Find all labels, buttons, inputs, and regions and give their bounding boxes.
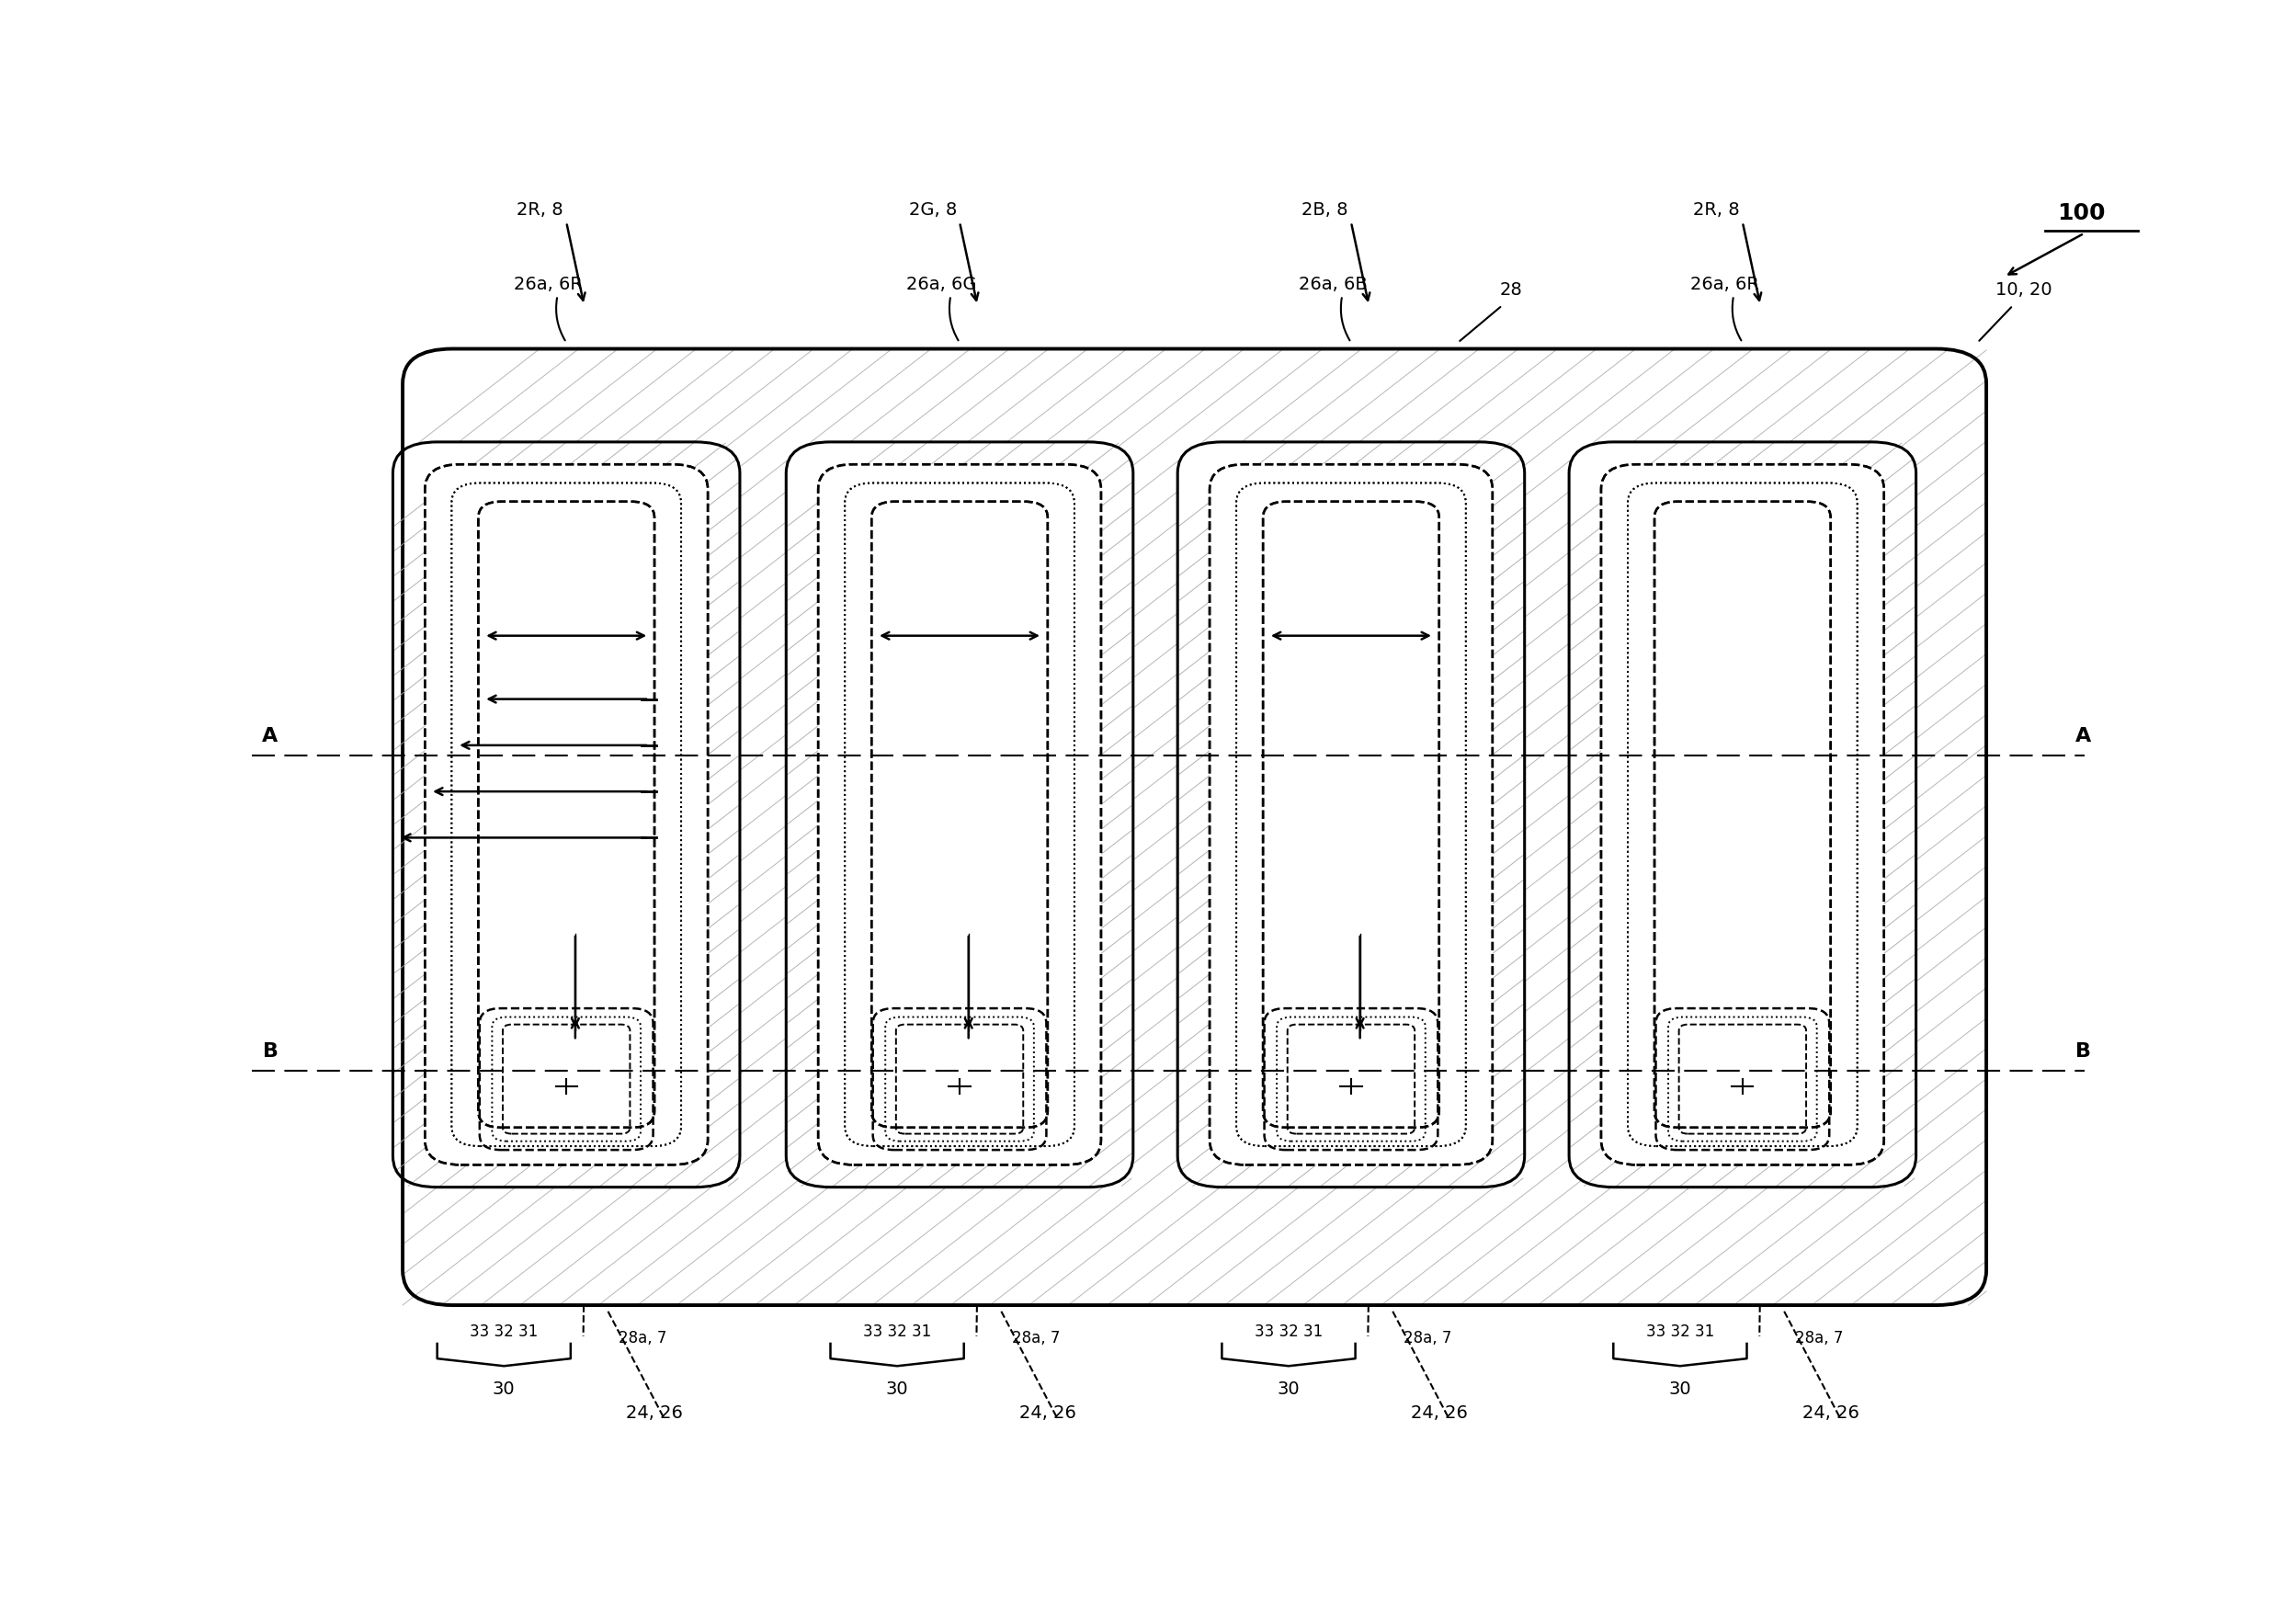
Text: 26a, 6B: 26a, 6B bbox=[1300, 276, 1368, 294]
FancyBboxPatch shape bbox=[1568, 442, 1917, 1187]
FancyBboxPatch shape bbox=[425, 465, 707, 1165]
FancyBboxPatch shape bbox=[1178, 442, 1525, 1187]
Text: 30: 30 bbox=[1669, 1381, 1692, 1398]
Text: A: A bbox=[2076, 727, 2092, 745]
Text: 33 32 31: 33 32 31 bbox=[1254, 1324, 1322, 1340]
FancyBboxPatch shape bbox=[817, 465, 1102, 1165]
Text: 28a, 7: 28a, 7 bbox=[1403, 1331, 1451, 1347]
FancyBboxPatch shape bbox=[785, 442, 1134, 1187]
Text: 10, 20: 10, 20 bbox=[1995, 282, 2053, 298]
Text: W3: W3 bbox=[659, 766, 691, 784]
Text: 30: 30 bbox=[1277, 1381, 1300, 1398]
Text: 100: 100 bbox=[2057, 203, 2105, 224]
Text: 33 32 31: 33 32 31 bbox=[1646, 1324, 1715, 1340]
Text: 24, 26: 24, 26 bbox=[1019, 1405, 1077, 1423]
Text: 24, 26: 24, 26 bbox=[1802, 1405, 1860, 1423]
FancyBboxPatch shape bbox=[1210, 465, 1492, 1165]
FancyBboxPatch shape bbox=[393, 442, 739, 1187]
Text: 24, 26: 24, 26 bbox=[627, 1405, 682, 1423]
Text: YG: YG bbox=[976, 915, 1003, 931]
Text: YB: YB bbox=[1366, 915, 1394, 931]
Text: 28a, 7: 28a, 7 bbox=[1013, 1331, 1061, 1347]
Text: XG: XG bbox=[946, 606, 974, 623]
Text: W4: W4 bbox=[659, 813, 691, 831]
Text: 33 32 31: 33 32 31 bbox=[863, 1324, 932, 1340]
Text: 30: 30 bbox=[494, 1381, 514, 1398]
Text: W1: W1 bbox=[659, 674, 691, 692]
Text: 2B, 8: 2B, 8 bbox=[1302, 202, 1348, 218]
Text: 28a, 7: 28a, 7 bbox=[620, 1331, 668, 1347]
Text: W2: W2 bbox=[659, 721, 691, 737]
Text: 26a, 6R: 26a, 6R bbox=[514, 276, 583, 294]
Text: 26a, 6R: 26a, 6R bbox=[1690, 276, 1759, 294]
FancyBboxPatch shape bbox=[1600, 465, 1885, 1165]
Text: 26a, 6G: 26a, 6G bbox=[907, 276, 978, 294]
Text: YR: YR bbox=[583, 915, 608, 931]
Text: B: B bbox=[262, 1042, 278, 1061]
Text: 28: 28 bbox=[1499, 282, 1522, 298]
Text: XB: XB bbox=[1336, 606, 1364, 623]
Text: 2G, 8: 2G, 8 bbox=[909, 202, 957, 218]
Text: B: B bbox=[2076, 1042, 2092, 1061]
Text: 24, 26: 24, 26 bbox=[1410, 1405, 1467, 1423]
Text: XR: XR bbox=[553, 606, 581, 623]
Text: 33 32 31: 33 32 31 bbox=[471, 1324, 537, 1340]
Text: 28a, 7: 28a, 7 bbox=[1795, 1331, 1844, 1347]
Text: 30: 30 bbox=[886, 1381, 909, 1398]
Text: 2R, 8: 2R, 8 bbox=[1692, 202, 1738, 218]
Text: A: A bbox=[262, 727, 278, 745]
Text: 2R, 8: 2R, 8 bbox=[517, 202, 563, 218]
